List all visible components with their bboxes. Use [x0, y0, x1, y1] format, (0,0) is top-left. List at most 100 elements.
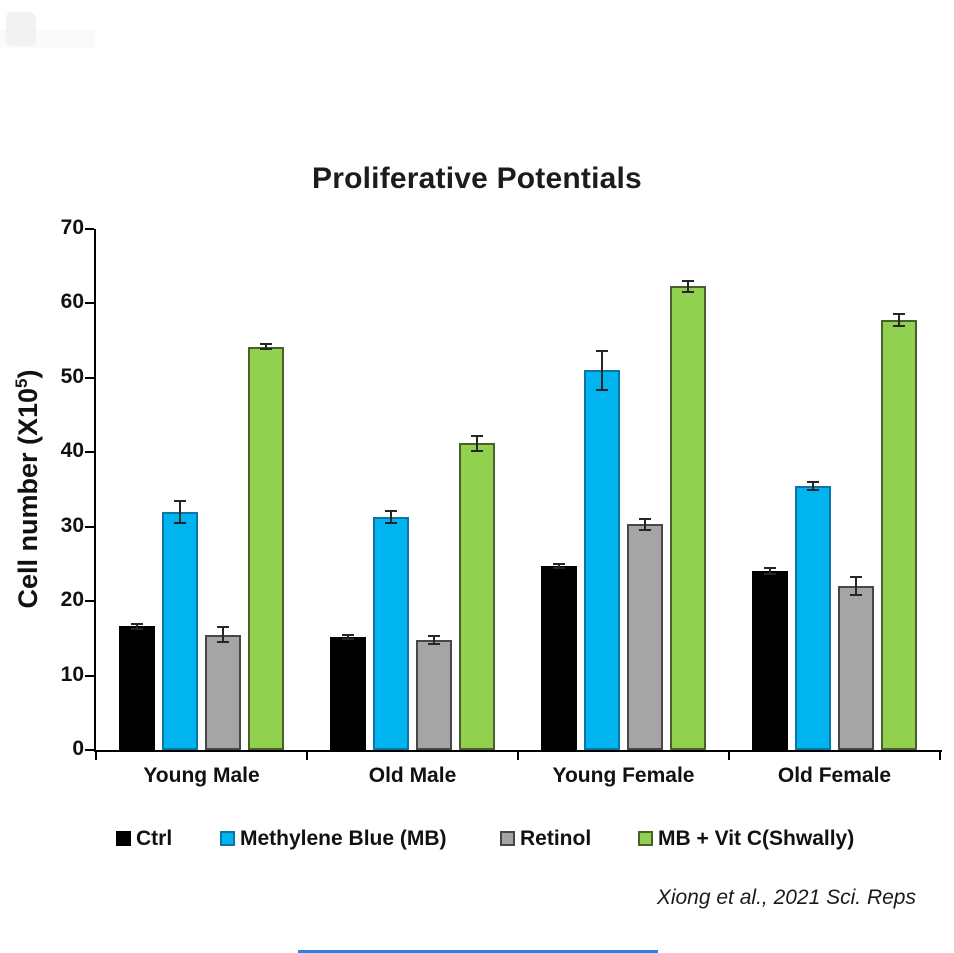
error-bar-cap-bottom	[217, 641, 229, 644]
bar-retinol-young-male	[205, 634, 241, 750]
x-axis-line	[94, 750, 942, 752]
legend-swatch-mb-vit-c-shwally	[638, 831, 653, 846]
legend-label-methylene-blue-mb: Methylene Blue (MB)	[240, 827, 447, 850]
error-bar-cap-top	[217, 626, 229, 629]
error-bar-cap-bottom	[174, 521, 186, 524]
bar-retinol-young-female	[627, 524, 663, 750]
y-tick-mark	[85, 228, 94, 230]
error-bar-cap-top	[471, 434, 483, 437]
error-bar-line	[687, 281, 689, 292]
error-bar-line	[476, 435, 478, 451]
error-bar-cap-bottom	[428, 642, 440, 645]
x-tick-mark	[306, 752, 308, 760]
error-bar-cap-bottom	[807, 488, 819, 491]
error-bar-cap-bottom	[131, 627, 143, 630]
error-bar-line	[179, 500, 181, 523]
x-tick-mark	[939, 752, 941, 760]
y-tick-mark	[85, 451, 94, 454]
bar-ctrl-old-female	[752, 570, 788, 750]
error-bar-cap-bottom	[385, 521, 397, 524]
citation-text: Xiong et al., 2021 Sci. Reps	[656, 886, 916, 909]
bar-mb-vit-c-shwally-old-male	[459, 443, 495, 750]
error-bar-line	[347, 634, 349, 640]
y-tick-mark	[85, 749, 94, 751]
legend-swatch-retinol	[500, 831, 515, 846]
legend-swatch-methylene-blue-mb	[220, 831, 235, 846]
error-bar-line	[222, 627, 224, 643]
error-bar-line	[769, 567, 771, 574]
error-bar-cap-top	[596, 350, 608, 353]
error-bar-cap-top	[850, 576, 862, 579]
error-bar-cap-bottom	[764, 572, 776, 575]
bar-ctrl-young-female	[541, 566, 577, 750]
error-bar-line	[136, 624, 138, 629]
x-category-label-old-female: Old Female	[777, 764, 892, 787]
error-bar-cap-top	[553, 562, 565, 565]
error-bar-cap-top	[682, 280, 694, 283]
y-tick-label: 60	[60, 290, 84, 314]
legend-label-mb-vit-c-shwally: MB + Vit C(Shwally)	[658, 827, 855, 850]
error-bar-cap-bottom	[850, 594, 862, 597]
x-category-label-young-male: Young Male	[143, 764, 260, 787]
error-bar-cap-bottom	[639, 528, 651, 531]
error-bar-line	[558, 563, 560, 569]
error-bar-line	[433, 636, 435, 644]
bar-retinol-old-female	[838, 586, 874, 750]
y-tick-label: 50	[60, 364, 84, 388]
error-bar-cap-bottom	[260, 347, 272, 350]
bar-mb-vit-c-shwally-old-female	[881, 319, 917, 750]
bottom-progress-line	[298, 950, 658, 953]
error-bar-cap-top	[342, 633, 354, 636]
y-tick-mark	[85, 376, 94, 379]
bar-mb-vit-c-shwally-young-female	[670, 286, 706, 750]
error-bar-cap-top	[639, 518, 651, 521]
scan-artifact-box	[6, 12, 36, 46]
error-bar-cap-bottom	[893, 324, 905, 327]
y-tick-label: 20	[60, 588, 84, 612]
y-tick-label: 70	[60, 216, 84, 239]
x-category-label-young-female: Young Female	[552, 764, 695, 787]
error-bar-cap-top	[385, 510, 397, 513]
bar-methylene-blue-mb-old-male	[373, 517, 409, 750]
y-tick-label: 0	[72, 737, 84, 760]
error-bar-cap-bottom	[342, 638, 354, 641]
bar-methylene-blue-mb-young-female	[584, 370, 620, 750]
y-axis-title-text: Cell number (X10	[13, 387, 43, 609]
bar-ctrl-old-male	[330, 636, 366, 750]
legend-swatch-ctrl	[116, 831, 131, 846]
x-tick-mark	[95, 752, 97, 760]
bar-methylene-blue-mb-old-female	[795, 485, 831, 750]
x-category-label-old-male: Old Male	[368, 764, 457, 787]
y-tick-label: 10	[60, 662, 84, 686]
y-axis-line	[94, 229, 96, 752]
y-tick-mark	[85, 600, 94, 603]
y-tick-mark	[85, 302, 94, 305]
error-bar-cap-bottom	[682, 290, 694, 293]
y-tick-mark	[85, 674, 94, 677]
error-bar-cap-top	[174, 499, 186, 502]
bar-methylene-blue-mb-young-male	[162, 511, 198, 750]
error-bar-cap-bottom	[553, 567, 565, 570]
legend-label-ctrl: Ctrl	[136, 827, 173, 850]
y-tick-label: 40	[60, 439, 84, 463]
chart-title: Proliferative Potentials	[312, 162, 642, 195]
error-bar-line	[601, 351, 603, 390]
error-bar-cap-bottom	[471, 449, 483, 452]
error-bar-cap-top	[428, 635, 440, 638]
error-bar-line	[644, 519, 646, 530]
y-axis-title: Cell number (X105)	[12, 369, 44, 608]
error-bar-cap-top	[764, 566, 776, 569]
x-tick-mark	[517, 752, 519, 760]
error-bar-cap-top	[131, 623, 143, 626]
bar-ctrl-young-male	[119, 626, 155, 750]
x-tick-mark	[728, 752, 730, 760]
bar-retinol-old-male	[416, 639, 452, 750]
error-bar-line	[390, 511, 392, 523]
y-axis-title-superscript: 5	[12, 378, 31, 388]
y-tick-label: 30	[60, 513, 84, 537]
bar-mb-vit-c-shwally-young-male	[248, 346, 284, 750]
error-bar-line	[812, 482, 814, 490]
error-bar-cap-bottom	[596, 388, 608, 391]
error-bar-cap-top	[807, 481, 819, 484]
